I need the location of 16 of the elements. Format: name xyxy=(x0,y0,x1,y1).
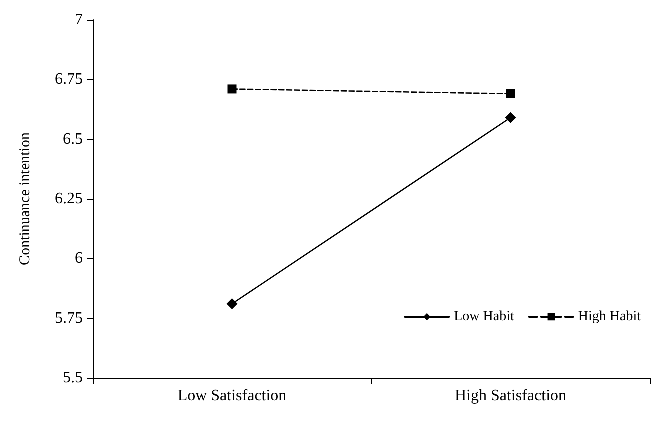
point xyxy=(505,112,516,124)
point xyxy=(506,89,516,98)
y-tick-label: 6.75 xyxy=(55,71,83,88)
legend-label: Low Habit xyxy=(454,310,515,324)
y-tick-label: 5.5 xyxy=(63,370,83,386)
y-tick-label: 7 xyxy=(75,12,83,28)
y-tick-label: 6.5 xyxy=(63,130,83,148)
y-tick-label: 5.75 xyxy=(55,310,83,327)
y-tick-label: 6.25 xyxy=(55,190,83,208)
point xyxy=(228,84,237,94)
point xyxy=(226,298,238,310)
x-tick-label: High Satisfaction xyxy=(454,388,567,404)
y-axis-title: Continuance intention xyxy=(18,132,34,266)
x-tick-label: Low Satisfaction xyxy=(178,388,287,404)
legend-label: High Habit xyxy=(578,310,642,324)
y-tick-label: 6 xyxy=(75,250,83,268)
